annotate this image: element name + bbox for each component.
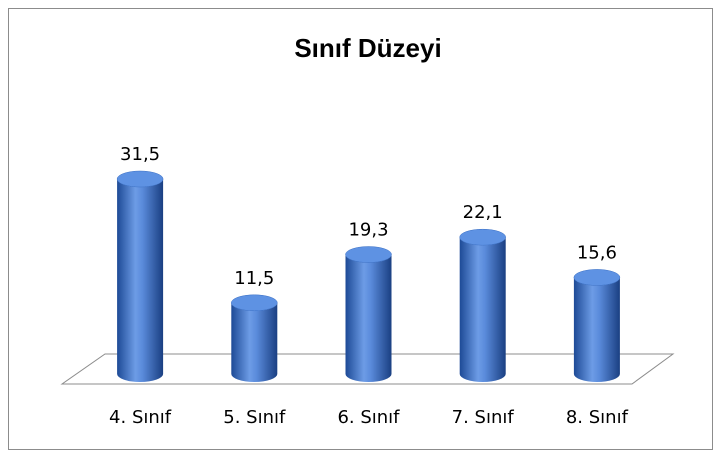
value-label: 19,3 <box>348 220 388 241</box>
x-tick-label: 4. Sınıf <box>109 407 172 428</box>
value-label: 31,5 <box>120 144 160 165</box>
bar <box>573 277 620 382</box>
bar <box>459 237 506 382</box>
bar-top <box>459 228 506 246</box>
x-tick-label: 7. Sınıf <box>452 407 515 428</box>
bar <box>345 254 392 382</box>
x-tick-label: 8. Sınıf <box>566 407 629 428</box>
bar <box>117 179 164 382</box>
bar <box>231 302 278 382</box>
bar-top <box>345 246 392 263</box>
x-tick-label: 5. Sınıf <box>223 407 286 428</box>
bar-top <box>573 269 621 286</box>
value-label: 11,5 <box>234 268 274 289</box>
bar-top <box>116 170 164 188</box>
chart-title: Sınıf Düzeyi <box>294 33 441 63</box>
value-label: 15,6 <box>577 242 617 263</box>
x-tick-label: 6. Sınıf <box>337 407 400 428</box>
value-label: 22,1 <box>463 202 503 223</box>
bar-top <box>231 294 278 312</box>
